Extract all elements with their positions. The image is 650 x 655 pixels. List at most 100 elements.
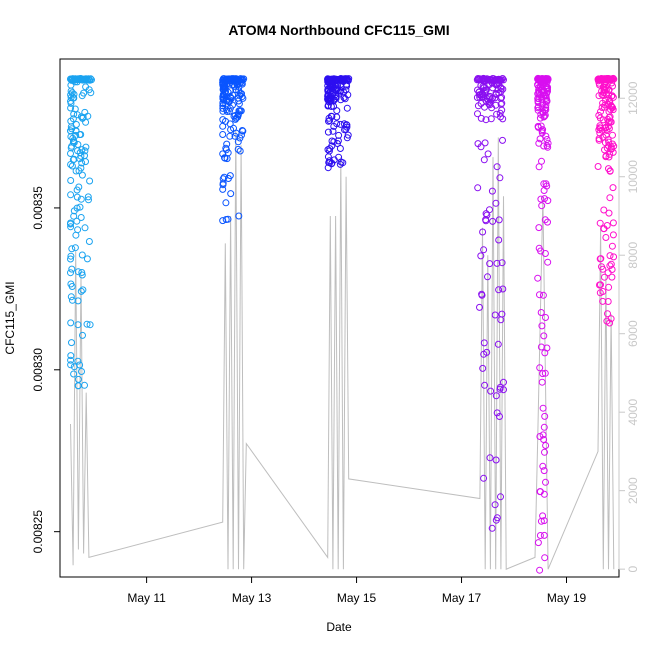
- data-point: [223, 97, 231, 105]
- data-point: [598, 263, 605, 271]
- data-point: [534, 99, 542, 106]
- data-point: [482, 116, 490, 124]
- data-point: [541, 369, 549, 377]
- data-point: [606, 167, 614, 175]
- data-point: [607, 315, 615, 323]
- data-point: [227, 190, 235, 198]
- data-point: [68, 283, 76, 290]
- data-point: [72, 231, 80, 239]
- data-point: [537, 517, 545, 525]
- data-point: [544, 87, 551, 95]
- data-point: [497, 493, 504, 501]
- data-point: [541, 448, 548, 456]
- data-point: [597, 281, 604, 289]
- data-point: [328, 160, 336, 168]
- data-point: [497, 113, 504, 121]
- data-point: [232, 115, 239, 123]
- x-axis-label: Date: [326, 620, 352, 634]
- data-point: [492, 392, 500, 400]
- data-point: [84, 193, 92, 201]
- data-point: [81, 152, 88, 160]
- data-point: [67, 104, 75, 112]
- data-point: [487, 115, 495, 123]
- data-point: [67, 220, 74, 228]
- data-point: [538, 378, 546, 386]
- data-point: [541, 216, 549, 224]
- data-point: [324, 164, 332, 172]
- data-point: [499, 85, 507, 93]
- data-point: [494, 340, 502, 348]
- data-point: [609, 74, 617, 82]
- data-point: [77, 287, 85, 295]
- data-point: [535, 244, 543, 252]
- data-point: [605, 209, 613, 217]
- data-point: [543, 136, 551, 143]
- data-point: [67, 177, 75, 184]
- data-point: [222, 199, 230, 207]
- data-point: [221, 84, 229, 92]
- data-point: [498, 259, 506, 267]
- data-point: [539, 462, 547, 470]
- x-tick-label: May 17: [442, 591, 482, 605]
- data-point: [70, 212, 78, 220]
- data-point: [496, 413, 503, 420]
- data-point: [595, 111, 603, 119]
- data-point: [544, 75, 552, 83]
- data-point: [540, 517, 548, 525]
- data-point: [333, 107, 341, 115]
- data-point: [480, 246, 488, 254]
- data-point: [537, 195, 545, 203]
- data-point: [496, 385, 504, 393]
- data-point: [81, 224, 89, 232]
- data-point: [608, 242, 616, 250]
- data-point: [85, 238, 93, 245]
- data-point: [486, 454, 494, 462]
- data-point: [495, 286, 503, 294]
- data-point: [483, 95, 491, 103]
- data-point: [492, 199, 500, 207]
- data-point: [329, 127, 337, 135]
- altitude-track: [70, 129, 615, 570]
- data-point: [81, 108, 89, 116]
- data-point: [536, 532, 544, 539]
- data-point: [542, 478, 549, 486]
- data-point: [74, 297, 82, 305]
- data-point: [474, 86, 481, 94]
- data-point: [83, 320, 91, 328]
- data-point: [538, 129, 546, 137]
- data-point: [605, 283, 613, 291]
- data-point: [491, 501, 499, 509]
- data-point: [223, 140, 231, 148]
- data-point: [86, 177, 94, 185]
- data-point: [219, 150, 227, 158]
- data-point: [69, 115, 77, 123]
- data-point: [500, 76, 507, 84]
- y-left-tick-label: 0.00830: [31, 348, 45, 392]
- series-group-1: [219, 75, 248, 225]
- y-axis-left: 0.00825 0.00830 0.00835: [31, 186, 61, 553]
- data-point: [598, 91, 606, 99]
- data-point: [335, 131, 343, 139]
- data-point: [600, 206, 608, 214]
- data-point: [325, 114, 333, 122]
- data-point: [544, 218, 551, 226]
- data-point: [324, 128, 332, 136]
- data-point: [486, 101, 494, 109]
- y-right-tick-label: 12000: [626, 81, 640, 115]
- data-point: [495, 216, 503, 224]
- data-point: [479, 228, 487, 236]
- data-point: [67, 255, 74, 263]
- data-point: [610, 253, 618, 261]
- data-point: [594, 163, 602, 170]
- data-point: [343, 104, 351, 112]
- data-point: [604, 269, 612, 277]
- data-point: [497, 100, 505, 108]
- y-axis-label: CFC115_GMI: [3, 281, 17, 354]
- data-point: [222, 144, 230, 152]
- data-point: [239, 76, 247, 84]
- data-point: [74, 268, 82, 276]
- data-point: [601, 146, 608, 154]
- data-point: [606, 150, 614, 158]
- data-point: [596, 255, 604, 263]
- data-point: [78, 368, 85, 375]
